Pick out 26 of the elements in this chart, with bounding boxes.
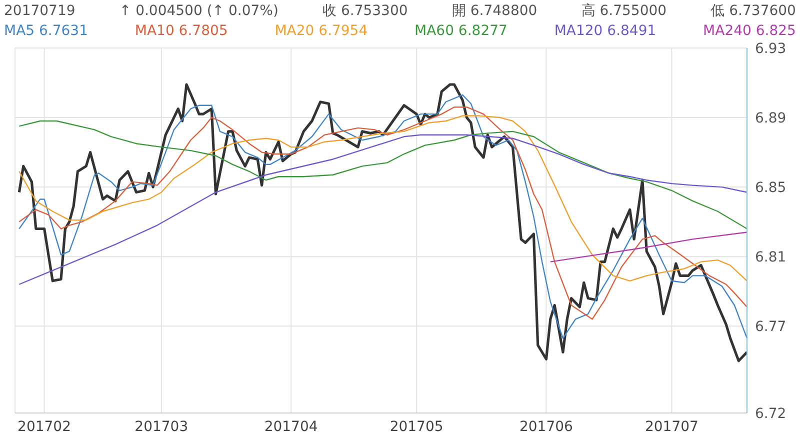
y-tick-label: 6.89 bbox=[755, 110, 786, 126]
text: MA60 6.8277 bbox=[414, 22, 508, 40]
text: 低 6.737600 bbox=[710, 2, 796, 21]
text: MA10 6.7805 bbox=[134, 22, 228, 40]
y-tick-label: 6.77 bbox=[755, 319, 786, 336]
text: 20170719 bbox=[4, 2, 76, 21]
y-tick-label: 6.93 bbox=[755, 40, 786, 57]
x-tick-label: 201702 bbox=[18, 418, 72, 435]
x-tick-label: 201704 bbox=[264, 418, 318, 435]
y-tick-label: 6.81 bbox=[755, 250, 786, 266]
x-tick-label: 201703 bbox=[134, 418, 188, 435]
text: MA20 6.7954 bbox=[274, 22, 368, 40]
y-tick-label: 6.72 bbox=[755, 406, 786, 422]
text: MA120 6.8491 bbox=[554, 22, 656, 40]
line-series bbox=[18, 120, 747, 230]
text: MA240 6.825 bbox=[703, 22, 796, 40]
line-series bbox=[550, 232, 747, 262]
text: MA5 6.7631 bbox=[4, 22, 88, 40]
y-tick-label: 6.85 bbox=[755, 180, 786, 196]
text: 高 6.755000 bbox=[581, 2, 667, 21]
x-tick-label: 201706 bbox=[519, 418, 574, 435]
text: 收 6.753300 bbox=[322, 2, 408, 21]
text: 開 6.748800 bbox=[452, 2, 538, 21]
x-tick-label: 201707 bbox=[644, 418, 698, 435]
text: ↑ 0.004500 (↑ 0.07%) bbox=[119, 2, 278, 21]
x-tick-label: 201705 bbox=[390, 418, 444, 435]
